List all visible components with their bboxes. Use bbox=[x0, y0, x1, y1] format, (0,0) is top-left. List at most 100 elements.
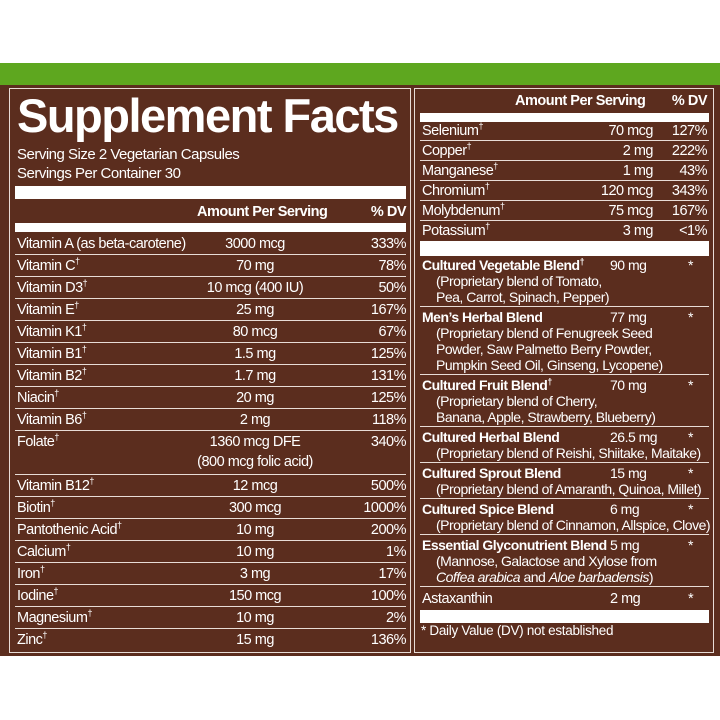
table-row: Selenium† 70 mcg 127% bbox=[420, 122, 709, 141]
nutrient-dv: 343% bbox=[671, 183, 708, 199]
table-row: Vitamin K1† 80 mcg 67% bbox=[15, 322, 406, 343]
blend-row: Cultured Herbal Blend 26.5 mg * (Proprietar… bbox=[420, 428, 709, 463]
table-row: Vitamin B12† 12 mcg 500% bbox=[15, 476, 407, 497]
nutrient-name-text: Chromium bbox=[422, 183, 485, 199]
blend-dv: * bbox=[688, 309, 693, 325]
table-row: Manganese† 1 mg 43% bbox=[420, 162, 709, 181]
table-row: Vitamin E† 25 mg 167% bbox=[15, 300, 407, 321]
blend-description: (Proprietary blend of Amaranth, Quinoa, … bbox=[436, 481, 702, 497]
right-facts-box: Amount Per Serving % DV Selenium† 70 mcg 1… bbox=[414, 88, 714, 653]
divider-bar bbox=[420, 610, 709, 623]
table-row: Iron† 3 mg 17% bbox=[15, 564, 406, 585]
table-row: Vitamin B1† 1.5 mg 125% bbox=[15, 344, 407, 365]
nutrient-name: Calcium† bbox=[17, 542, 71, 562]
nutrient-name: Vitamin C† bbox=[17, 256, 80, 276]
nutrient-name: Niacin† bbox=[17, 388, 59, 408]
blend-row: Essential Glyconutrient Blend 5 mg * (Manno… bbox=[420, 536, 709, 587]
description-part: ) bbox=[648, 569, 654, 585]
nutrient-dv: 1% bbox=[386, 544, 406, 560]
description-part: Coffea arabica bbox=[436, 569, 521, 585]
amount-header: Amount Per Serving bbox=[197, 204, 328, 220]
description-line: Pumpkin Seed Oil, Ginseng, Lycopene) bbox=[436, 357, 663, 373]
dagger-mark: † bbox=[50, 498, 55, 509]
nutrient-amount: 12 mcg bbox=[232, 478, 278, 494]
nutrient-amount: 3000 mcg bbox=[225, 236, 285, 252]
blend-description: (Proprietary blend of Cinnamon, Allspice… bbox=[436, 517, 711, 533]
nutrient-name: Iron† bbox=[17, 564, 45, 584]
nutrient-name: Potassium† bbox=[422, 222, 490, 241]
nutrient-name-text: Niacin bbox=[17, 390, 55, 406]
nutrient-amount: 75 mcg bbox=[608, 203, 653, 219]
nutrient-dv: 1000% bbox=[363, 500, 406, 516]
blend-name: Cultured Vegetable Blend† bbox=[422, 256, 585, 273]
nutrient-name-text: Biotin bbox=[17, 500, 51, 516]
dagger-mark: † bbox=[478, 121, 483, 132]
nutrient-name-text: Vitamin E bbox=[17, 302, 75, 318]
nutrient-name-text: Vitamin K1 bbox=[17, 324, 82, 340]
nutrient-dv: 50% bbox=[378, 280, 406, 296]
blend-name-text: Cultured Spice Blend bbox=[422, 501, 554, 517]
divider-bar bbox=[420, 113, 709, 122]
table-row: Vitamin D3† 10 mcg (400 IU) 50% bbox=[15, 278, 406, 299]
blend-dv: * bbox=[688, 537, 693, 553]
astaxanthin-row: Astaxanthin 2 mg * bbox=[420, 589, 709, 609]
blend-name: Cultured Fruit Blend† bbox=[422, 377, 552, 393]
blend-name-text: Cultured Herbal Blend bbox=[422, 429, 560, 445]
blend-row: Cultured Spice Blend 6 mg * (Proprietary bl… bbox=[420, 500, 711, 535]
nutrient-name-text: Vitamin B6 bbox=[17, 412, 82, 428]
blend-name: Men’s Herbal Blend bbox=[422, 309, 543, 325]
nutrient-dv: 136% bbox=[370, 632, 407, 648]
nutrient-name: Folate† bbox=[17, 432, 59, 452]
nutrient-name-text: Vitamin A (as beta-carotene) bbox=[17, 236, 186, 252]
dagger-mark: † bbox=[82, 278, 88, 289]
blend-name: Cultured Sprout Blend bbox=[422, 465, 561, 481]
nutrient-dv: 333% bbox=[370, 236, 407, 252]
blend-name-text: Essential Glyconutrient Blend bbox=[422, 537, 607, 553]
blend-amount: 90 mg bbox=[610, 257, 647, 273]
blend-description: (Proprietary blend of Cherry, Banana, App… bbox=[436, 393, 656, 425]
blend-name-text: Cultured Sprout Blend bbox=[422, 465, 561, 481]
nutrient-amount: 1.7 mg bbox=[234, 368, 276, 384]
nutrient-name-text: Zinc bbox=[17, 632, 43, 648]
table-row: Folate† 1360 mcg DFE (800 mcg folic acid) 3… bbox=[15, 432, 407, 475]
table-row: Iodine† 150 mcg 100% bbox=[15, 586, 407, 607]
dagger-mark: † bbox=[579, 256, 585, 267]
nutrient-amount: 70 mg bbox=[236, 258, 274, 274]
nutrient-name: Selenium† bbox=[422, 122, 483, 141]
dagger-mark: † bbox=[75, 256, 80, 267]
blend-name-text: Cultured Vegetable Blend bbox=[422, 257, 580, 273]
nutrient-name: Vitamin E† bbox=[17, 300, 79, 320]
dagger-mark: † bbox=[81, 410, 87, 421]
dagger-mark: † bbox=[54, 432, 59, 443]
dagger-mark: † bbox=[81, 366, 87, 377]
dagger-mark: † bbox=[87, 608, 92, 619]
blend-dv: * bbox=[688, 257, 693, 273]
footnote: * Daily Value (DV) not established bbox=[421, 623, 614, 638]
dagger-mark: † bbox=[493, 161, 498, 172]
blend-name-text: Men’s Herbal Blend bbox=[422, 309, 543, 325]
description-line: Coffea arabica and Aloe barbadensis) bbox=[436, 569, 657, 585]
blend-row: Men’s Herbal Blend 77 mg * (Proprietary ble… bbox=[420, 308, 709, 375]
description-line: (Proprietary blend of Tomato, bbox=[436, 273, 602, 289]
nutrient-name: Vitamin K1† bbox=[17, 322, 87, 342]
blend-amount: 77 mg bbox=[610, 309, 647, 325]
table-row: Vitamin B2† 1.7 mg 131% bbox=[15, 366, 407, 387]
nutrient-dv: 125% bbox=[370, 390, 407, 406]
nutrient-dv: 67% bbox=[378, 324, 406, 340]
green-banner bbox=[0, 63, 720, 85]
nutrient-dv: 78% bbox=[378, 258, 406, 274]
nutrient-dv: 167% bbox=[671, 203, 708, 219]
description-line: (Mannose, Galactose and Xylose from bbox=[436, 553, 657, 569]
nutrient-name: Pantothenic Acid† bbox=[17, 520, 122, 540]
nutrient-dv: 17% bbox=[378, 566, 406, 582]
blend-description: (Proprietary blend of Fenugreek Seed Powd… bbox=[436, 325, 663, 373]
dagger-mark: † bbox=[65, 542, 71, 553]
nutrient-amount: 3 mg bbox=[239, 566, 271, 582]
nutrient-name-text: Folate bbox=[17, 434, 55, 450]
nutrient-amount: 2 mg bbox=[622, 143, 654, 159]
description-line: (Proprietary blend of Cinnamon, Allspice… bbox=[436, 517, 711, 533]
blend-description: (Proprietary blend of Tomato, Pea, Carrot… bbox=[436, 273, 610, 305]
table-row: Calcium† 10 mg 1% bbox=[15, 542, 406, 563]
nutrient-name-text: Selenium bbox=[422, 123, 479, 139]
page-title: Supplement Facts bbox=[17, 89, 399, 142]
